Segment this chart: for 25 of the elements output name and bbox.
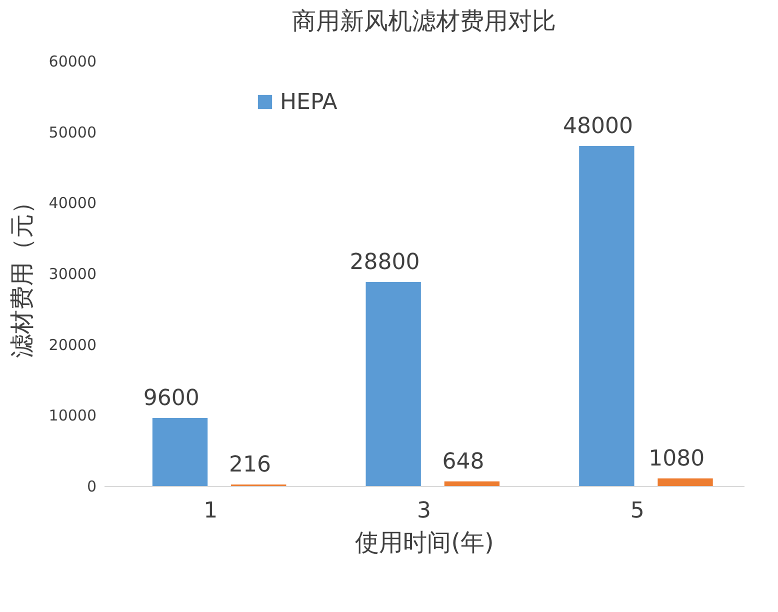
bar	[444, 481, 500, 486]
data-label: 1080	[648, 446, 705, 472]
x-tick-label: 5	[630, 498, 644, 524]
data-label: 48000	[563, 114, 634, 139]
x-tick-label: 1	[204, 498, 218, 524]
bar	[658, 478, 713, 486]
y-tick-label: 30000	[48, 265, 96, 283]
data-label: 9600	[143, 386, 200, 411]
bar	[152, 418, 208, 486]
y-tick-label: 50000	[48, 123, 96, 142]
chart-title: 商用新风机滤材费用对比	[292, 7, 556, 35]
legend-label: HEPA	[280, 90, 338, 115]
data-label: 28800	[350, 250, 420, 275]
y-axis-title: 滤材费用（元）	[8, 190, 36, 358]
bar	[579, 146, 634, 486]
y-tick-label: 60000	[48, 52, 96, 70]
x-axis-title: 使用时间(年)	[355, 528, 494, 556]
y-tick-label: 10000	[48, 406, 96, 425]
data-label: 648	[442, 449, 484, 474]
data-label: 216	[228, 452, 271, 478]
y-tick-label: 0	[86, 478, 96, 496]
bar	[366, 282, 421, 486]
x-tick-label: 3	[417, 498, 431, 524]
y-tick-label: 20000	[48, 336, 96, 354]
y-tick-label: 40000	[48, 194, 96, 212]
